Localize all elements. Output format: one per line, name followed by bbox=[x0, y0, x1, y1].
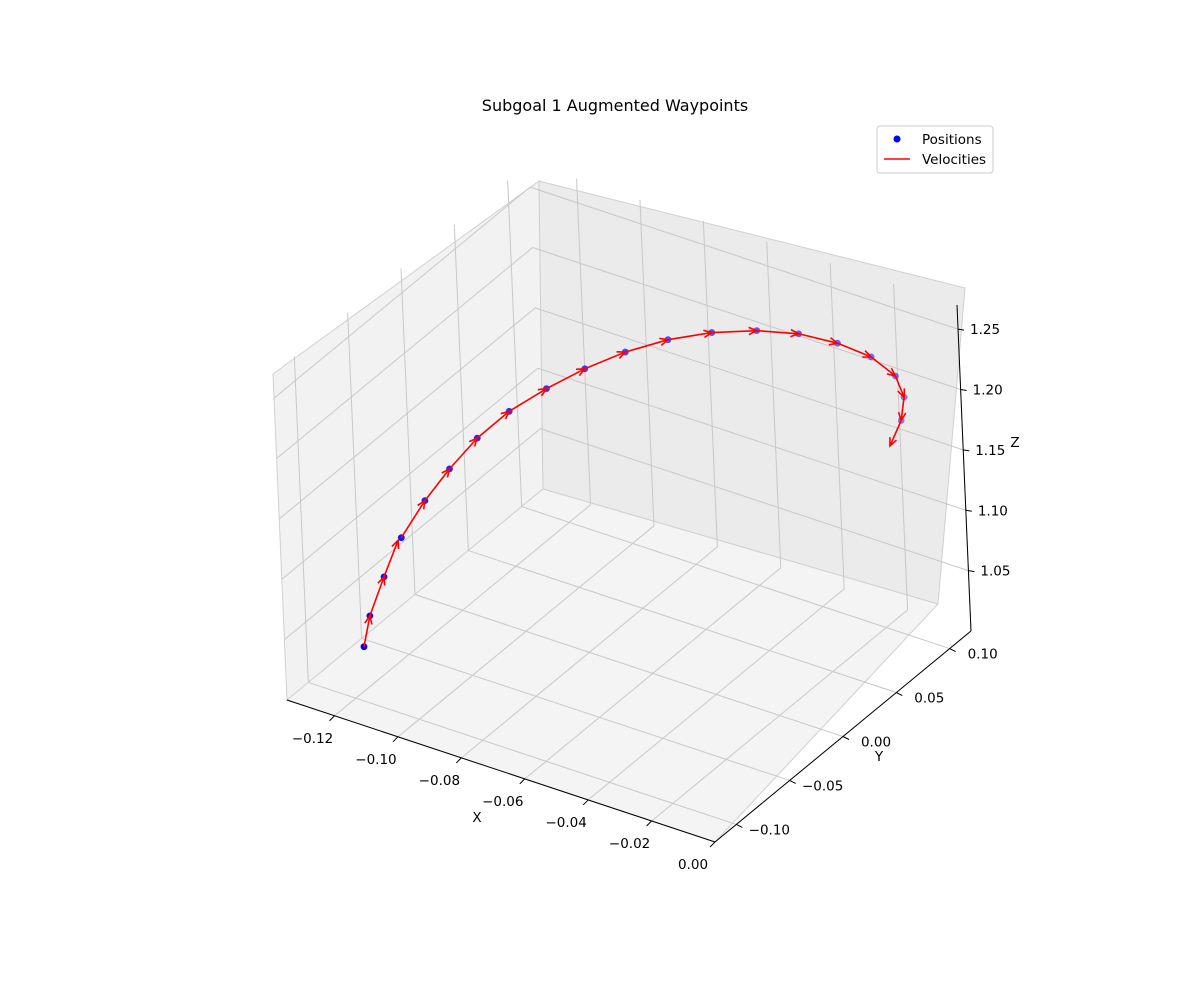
velocity-arrow bbox=[894, 375, 905, 398]
y-grid-floor bbox=[414, 594, 844, 737]
y-tick-mark bbox=[842, 736, 850, 740]
velocity-arrow bbox=[424, 468, 451, 502]
z-tick-mark bbox=[965, 509, 972, 512]
x-grid-wall bbox=[766, 241, 782, 568]
x-tick-label: 0.00 bbox=[678, 857, 708, 873]
z-grid-back bbox=[540, 428, 969, 572]
x-grid-wall bbox=[829, 262, 845, 589]
velocity-arrow bbox=[369, 576, 385, 617]
y-tick-label: −0.05 bbox=[802, 778, 843, 794]
x-tick-mark bbox=[646, 820, 652, 827]
x-tick-label: −0.12 bbox=[292, 731, 333, 747]
grid-lines bbox=[273, 178, 972, 843]
y-tick-mark bbox=[789, 780, 796, 784]
z-grid-back bbox=[535, 307, 964, 451]
velocity-arrow bbox=[383, 540, 399, 578]
x-tick-label: −0.08 bbox=[419, 773, 460, 789]
z-tick-mark bbox=[963, 449, 970, 452]
x-axis-label: X bbox=[472, 810, 481, 826]
velocity-arrow bbox=[584, 351, 626, 370]
x-grid-wall bbox=[576, 178, 592, 505]
z-tick-label: 1.15 bbox=[975, 443, 1005, 459]
x-grid-wall bbox=[639, 199, 655, 526]
x-tick-mark bbox=[329, 715, 335, 722]
y-grid-wall bbox=[347, 312, 363, 639]
velocity-arrow bbox=[363, 615, 371, 647]
tick-labels: −0.12 −0.10 −0.08 −0.06 −0.04 −0.02 0.00 −0.10 −… bbox=[292, 322, 1011, 873]
velocity-arrow bbox=[798, 333, 838, 344]
z-tick-mark bbox=[957, 328, 965, 331]
z-tick-label: 1.05 bbox=[980, 564, 1010, 580]
z-grid-back bbox=[529, 186, 959, 330]
velocity-arrow bbox=[476, 410, 510, 439]
legend-velocities-label: Velocities bbox=[922, 152, 986, 168]
y-grid-wall bbox=[293, 356, 309, 683]
x-grid-wall bbox=[702, 220, 718, 547]
y-grid-floor bbox=[521, 506, 950, 650]
z-grid-side bbox=[284, 428, 541, 641]
z-grid-side bbox=[276, 247, 533, 459]
x-grid-wall bbox=[893, 283, 909, 610]
y-grid-floor bbox=[308, 681, 737, 825]
velocity-arrowhead bbox=[391, 538, 400, 550]
x-tick-mark bbox=[456, 757, 462, 764]
y-tick-mark bbox=[949, 648, 956, 653]
legend-box bbox=[876, 125, 994, 174]
x-tick-label: −0.10 bbox=[355, 752, 396, 768]
z-tick-label: 1.10 bbox=[978, 503, 1008, 519]
z-tick-label: 1.20 bbox=[973, 383, 1003, 399]
z-grid-side bbox=[278, 307, 536, 520]
x-tick-mark bbox=[709, 841, 716, 848]
z-axis-line bbox=[956, 304, 972, 632]
z-grid-side bbox=[273, 186, 531, 399]
legend-positions-label: Positions bbox=[922, 132, 982, 148]
velocity-arrow bbox=[546, 368, 586, 390]
y-grid-floor bbox=[361, 637, 790, 781]
y-grid-wall bbox=[453, 224, 469, 551]
velocity-arrow bbox=[889, 420, 902, 447]
y-grid-floor bbox=[468, 550, 897, 694]
legend-positions-marker bbox=[893, 135, 901, 143]
axes bbox=[286, 304, 975, 848]
y-tick-label: 0.05 bbox=[914, 691, 944, 707]
velocity-arrow bbox=[448, 437, 478, 470]
z-grid-side bbox=[281, 367, 539, 580]
velocity-arrow bbox=[667, 331, 712, 341]
x-tick-label: −0.02 bbox=[609, 836, 650, 852]
velocity-arrow bbox=[756, 329, 799, 335]
y-tick-mark bbox=[896, 692, 903, 696]
x-tick-label: −0.04 bbox=[545, 815, 586, 831]
z-tick-label: 1.25 bbox=[970, 322, 1000, 338]
velocity-arrow bbox=[711, 329, 757, 334]
z-tick-mark bbox=[968, 570, 975, 573]
y-tick-mark bbox=[736, 823, 743, 828]
velocity-arrow bbox=[625, 338, 669, 353]
y-tick-label: −0.10 bbox=[749, 822, 790, 838]
y-grid-wall bbox=[400, 268, 416, 595]
x-tick-label: −0.06 bbox=[482, 794, 523, 810]
y-axis-line bbox=[714, 630, 972, 843]
y-tick-label: 0.00 bbox=[861, 735, 891, 751]
x-tick-mark bbox=[519, 778, 526, 785]
velocity-arrow bbox=[508, 387, 547, 412]
y-axis-label: Y bbox=[874, 749, 884, 765]
x-axis-line bbox=[286, 699, 716, 843]
z-axis-label: Z bbox=[1010, 435, 1019, 451]
legend: Positions Velocities bbox=[876, 125, 994, 174]
z-grid-back bbox=[532, 247, 961, 390]
velocity-arrow bbox=[400, 500, 426, 539]
velocity-arrow bbox=[837, 342, 872, 358]
z-grid-back bbox=[537, 367, 966, 511]
x-tick-mark bbox=[392, 736, 399, 743]
x-tick-mark bbox=[582, 799, 589, 806]
z-tick-mark bbox=[960, 389, 967, 392]
velocity-arrowhead bbox=[889, 437, 898, 448]
y-grid-wall bbox=[507, 180, 523, 507]
chart-title: Subgoal 1 Augmented Waypoints bbox=[482, 96, 748, 115]
velocity-arrow bbox=[900, 397, 905, 421]
data-marks bbox=[360, 326, 908, 651]
y-tick-label: 0.10 bbox=[968, 647, 998, 663]
velocity-arrow bbox=[870, 356, 896, 377]
